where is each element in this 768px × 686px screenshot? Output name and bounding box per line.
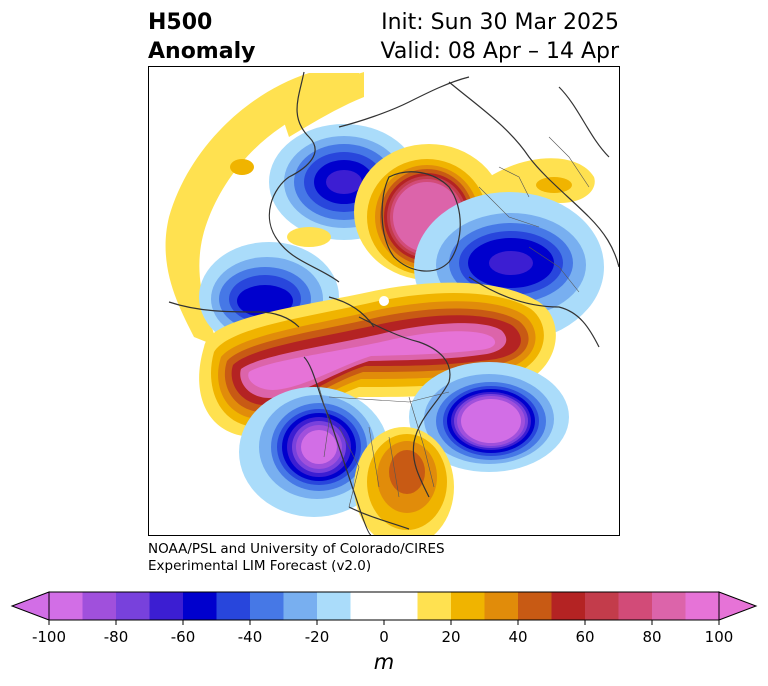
colorbar-tick-label: -20 [304,628,330,646]
title-field: Anomaly [148,39,256,64]
borders [318,136,590,508]
colorbar-tick-label: -60 [170,628,196,646]
colorbar-segment [116,592,150,620]
colorbar-segment [652,592,686,620]
title-left: H500 Anomaly [148,8,255,66]
title-variable: H500 [148,10,213,35]
colorbar-segment [250,592,284,620]
atlantic-low [409,362,569,472]
colorbar-tick-label: 60 [575,628,595,646]
colorbar [10,591,758,625]
eastern-us-ridge [354,427,454,535]
colorbar-segment [551,592,586,620]
colorbar-tick-label: 100 [704,628,734,646]
pacific-orange-blob [230,159,254,175]
colorbar-segment [484,592,519,620]
colorbar-tick-label: -40 [237,628,263,646]
colorbar-segment [82,592,117,620]
colorbar-ticks [48,620,720,625]
pacific-yellow-arc [165,73,360,347]
siberia-yellow [279,72,364,137]
credit-line-1: NOAA/PSL and University of Colorado/CIRE… [148,541,445,557]
colorbar-segment [451,592,485,620]
colorbar-tick-label: 20 [441,628,461,646]
colorbar-segments [49,592,720,620]
valid-range: Valid: 08 Apr – 14 Apr [380,39,620,64]
colorbar-segment [685,592,720,620]
credit: NOAA/PSL and University of Colorado/CIRE… [148,541,445,575]
colorbar-segment [417,592,452,620]
title-right: Init: Sun 30 Mar 2025 Valid: 08 Apr – 14… [381,8,620,66]
init-date: Init: Sun 30 Mar 2025 [381,10,619,35]
colorbar-segment [350,592,418,620]
credit-line-2: Experimental LIM Forecast (v2.0) [148,558,372,574]
colorbar-unit-label: m [373,650,395,674]
colorbar-tick-label: 40 [508,628,528,646]
colorbar-segment [317,592,351,620]
anomaly-map-svg [165,71,619,535]
pole-marker [379,296,389,306]
colorbar-segment [149,592,184,620]
colorbar-under-arrow [10,591,50,621]
colorbar-tick-label: -100 [31,628,67,646]
colorbar-segment [518,592,552,620]
colorbar-over-arrow [718,591,758,621]
anomaly-map [148,66,620,536]
colorbar-segment [216,592,251,620]
colorbar-segment [585,592,619,620]
anomaly-field [165,72,604,535]
asia-orange [536,177,572,193]
colorbar-segment [618,592,653,620]
europe-yellow-blob [287,227,331,247]
colorbar-segment [183,592,217,620]
colorbar-tick-label: 0 [379,628,389,646]
colorbar-tick-label: -80 [103,628,129,646]
colorbar-tick-label: 80 [642,628,662,646]
colorbar-segment [49,592,83,620]
coastlines [168,71,619,535]
colorbar-segment [283,592,318,620]
